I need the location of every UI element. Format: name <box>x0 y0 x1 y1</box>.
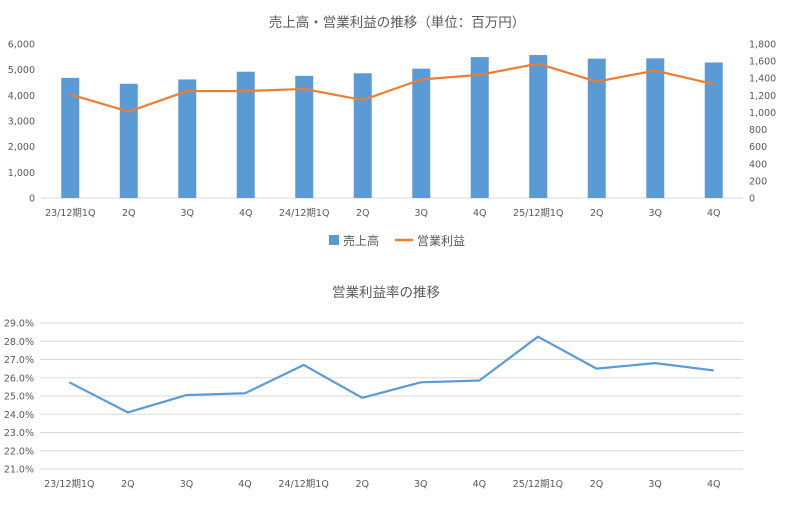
legend-sales-swatch <box>329 235 339 245</box>
margin-chart: 営業利益率の推移 21.0% 22.0% 23.0% 24.0% 25.0% 26.0% 2… <box>4 284 743 490</box>
x-axis-tick-label: 4Q <box>707 479 721 490</box>
y-axis-tick-label: 23.0% <box>4 428 34 439</box>
right-axis-tick-label: 1,800 <box>749 40 776 51</box>
sales-bar <box>412 68 431 198</box>
sales-bar <box>646 58 665 198</box>
y-axis-tick-label: 28.0% <box>4 337 34 348</box>
x-axis-tick-label: 3Q <box>180 479 194 490</box>
y-axis-tick-label: 21.0% <box>4 465 34 476</box>
operating-profit-line <box>69 62 715 113</box>
x-axis-tick-label: 2Q <box>355 479 369 490</box>
x-axis-tick-label: 24/12期1Q <box>279 208 329 219</box>
x-axis-tick-label: 3Q <box>648 479 662 490</box>
left-axis-tick-label: 4,000 <box>8 91 35 102</box>
x-axis-tick-label: 24/12期1Q <box>278 479 328 490</box>
left-axis-tick-label: 3,000 <box>8 117 35 128</box>
x-axis-tick-label: 3Q <box>414 208 428 219</box>
sales-bar <box>587 58 606 198</box>
x-axis-tick-label: 2Q <box>121 479 135 490</box>
x-axis-tick-label: 23/12期1Q <box>44 479 94 490</box>
right-axis-tick-label: 600 <box>749 142 767 153</box>
sales-bar <box>236 71 255 198</box>
sales-bar <box>119 83 138 198</box>
y-axis-tick-label: 29.0% <box>4 319 34 330</box>
x-axis-tick-label: 3Q <box>180 208 194 219</box>
right-axis-tick-label: 1,600 <box>749 57 776 68</box>
x-axis-tick-label: 2Q <box>356 208 370 219</box>
sales-bar <box>704 62 723 199</box>
sales-bar <box>470 57 489 199</box>
x-axis-tick-label: 4Q <box>473 208 487 219</box>
margin-series-line <box>68 335 714 414</box>
margin-line <box>68 335 714 414</box>
y-axis-tick-label: 27.0% <box>4 355 34 366</box>
legend-sales-label: 売上高 <box>343 233 379 248</box>
sales-bar <box>353 73 372 198</box>
right-axis-tick-label: 800 <box>749 125 767 136</box>
x-axis-tick-label: 23/12期1Q <box>45 208 95 219</box>
gridlines <box>40 322 743 470</box>
left-axis-tick-label: 2,000 <box>8 142 35 153</box>
x-axis-tick-label: 4Q <box>707 208 721 219</box>
x-axis-tick-label: 4Q <box>238 479 252 490</box>
x-axis-tick-label: 2Q <box>122 208 136 219</box>
right-axis-tick-label: 1,400 <box>749 74 776 85</box>
x-axis-tick-label: 3Q <box>648 208 662 219</box>
x-axis-tick-label: 4Q <box>473 479 487 490</box>
left-axis-tick-label: 1,000 <box>8 168 35 179</box>
x-axis-tick-label: 2Q <box>590 479 604 490</box>
right-axis-tick-label: 200 <box>749 176 767 187</box>
left-axis-tick-label: 5,000 <box>8 65 35 76</box>
y-axis-tick-label: 25.0% <box>4 392 34 403</box>
x-axis-tick-label: 25/12期1Q <box>513 479 563 490</box>
right-axis-tick-label: 0 <box>749 194 755 205</box>
sales-bar <box>178 79 197 198</box>
x-axis-tick-label: 2Q <box>590 208 604 219</box>
sales-bars <box>61 55 723 199</box>
chart-title: 営業利益率の推移 <box>332 284 440 301</box>
x-axis-tick-label: 25/12期1Q <box>513 208 563 219</box>
left-axis-tick-label: 6,000 <box>8 40 35 51</box>
operating-profit-series-line <box>69 62 715 113</box>
chart-title: 売上高・営業利益の推移（単位：百万円） <box>269 14 526 31</box>
legend-profit-label: 営業利益 <box>417 234 465 248</box>
legend: 売上高 営業利益 <box>329 233 465 248</box>
y-axis-tick-label: 22.0% <box>4 446 34 457</box>
y-axis-tick-label: 26.0% <box>4 373 34 384</box>
right-axis-tick-label: 400 <box>749 159 767 170</box>
x-axis-tick-label: 3Q <box>414 479 428 490</box>
right-axis-tick-label: 1,000 <box>749 108 776 119</box>
sales-bar <box>61 77 80 198</box>
left-axis-tick-label: 0 <box>29 194 35 205</box>
x-axis-tick-label: 4Q <box>239 208 253 219</box>
sales-bar <box>295 75 314 198</box>
y-axis-tick-label: 24.0% <box>4 410 34 421</box>
right-axis-tick-label: 1,200 <box>749 91 776 102</box>
sales-bar <box>529 55 548 198</box>
sales-profit-chart: 売上高・営業利益の推移（単位：百万円） 0 1,000 2,000 3,000 4,00… <box>8 14 776 248</box>
